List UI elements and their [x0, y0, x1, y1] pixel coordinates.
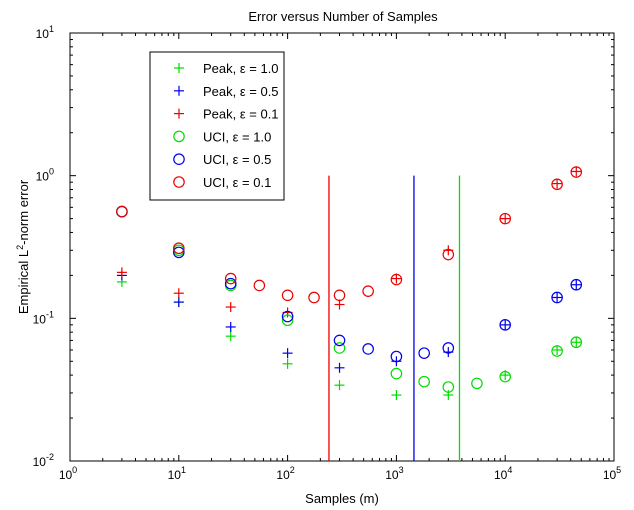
data-point	[362, 343, 374, 355]
data-point	[116, 205, 128, 218]
data-point	[499, 319, 511, 331]
data-point	[281, 310, 294, 323]
data-point	[282, 358, 293, 369]
data-point	[418, 347, 430, 359]
data-point	[442, 381, 455, 393]
data-point	[552, 178, 563, 189]
legend-marker	[173, 130, 185, 143]
data-point	[173, 242, 185, 255]
data-markers	[116, 166, 583, 401]
chart-title: Error versus Number of Samples	[248, 9, 438, 24]
data-point	[333, 289, 346, 302]
legend-marker	[174, 85, 184, 96]
y-tick-label: 101	[36, 24, 54, 41]
data-point	[571, 166, 582, 177]
y-tick-label: 100	[36, 167, 54, 184]
data-point	[391, 273, 402, 284]
data-point	[224, 277, 237, 290]
data-point	[551, 178, 563, 191]
data-point	[418, 375, 430, 388]
threshold-lines	[328, 175, 461, 461]
legend-label: Peak, ε = 0.5	[203, 84, 279, 99]
data-point	[471, 377, 483, 390]
x-tick-label: 101	[168, 465, 186, 482]
x-tick-label: 104	[494, 465, 512, 482]
legend-box	[149, 51, 285, 201]
data-point	[570, 166, 583, 178]
y-tick-label: 10-2	[33, 452, 54, 469]
data-point	[391, 390, 402, 401]
data-point	[333, 342, 346, 354]
axis-ticks: 100 101 102 103 104 105 10-2 10-1 100 101	[33, 24, 622, 482]
data-point	[224, 272, 237, 285]
data-point	[499, 212, 511, 225]
legend-marker	[174, 63, 184, 73]
data-point	[442, 248, 455, 261]
data-point	[570, 336, 583, 349]
data-point	[333, 334, 346, 347]
legend-label: Peak, ε = 0.1	[203, 107, 279, 122]
legend-label: Peak, ε = 1.0	[203, 61, 279, 76]
legend-label: UCI, ε = 0.5	[203, 152, 271, 167]
data-point	[499, 370, 511, 383]
data-point	[500, 213, 511, 224]
x-tick-label: 103	[385, 465, 403, 482]
x-axis-label: Samples (m)	[305, 491, 379, 506]
legend-marker	[173, 176, 185, 188]
x-tick-label: 100	[59, 465, 77, 482]
data-point	[173, 246, 185, 259]
data-point	[390, 273, 403, 286]
series-4	[116, 205, 583, 393]
data-point	[571, 279, 582, 290]
data-point	[308, 291, 320, 304]
data-point	[116, 267, 127, 278]
data-point	[551, 345, 563, 357]
data-point	[281, 289, 294, 302]
data-point	[570, 278, 583, 291]
data-point	[225, 302, 236, 313]
data-point	[173, 288, 184, 299]
data-point	[282, 348, 293, 359]
series-6	[116, 166, 583, 304]
data-point	[334, 362, 345, 373]
data-point	[551, 291, 563, 304]
x-tick-label: 105	[603, 465, 621, 482]
data-point	[552, 292, 563, 303]
data-point	[442, 342, 455, 354]
x-tick-label: 102	[276, 465, 294, 482]
data-point	[500, 319, 511, 330]
data-point	[552, 344, 563, 355]
data-point	[334, 380, 345, 391]
legend-label: UCI, ε = 1.0	[203, 129, 271, 144]
data-point	[225, 321, 236, 332]
legend-label: UCI, ε = 0.1	[203, 175, 271, 190]
y-tick-label: 10-1	[33, 309, 54, 326]
series-3	[116, 166, 582, 318]
data-point	[390, 367, 403, 380]
legend-marker	[174, 108, 184, 119]
y-axis-label: Empirical L2-norm error	[15, 179, 31, 314]
data-point	[390, 350, 403, 363]
data-point	[571, 337, 582, 348]
series-5	[116, 205, 583, 363]
legend: Peak, ε = 1.0 Peak, ε = 0.5 Peak, ε = 0.1 U…	[149, 51, 285, 201]
data-point	[225, 331, 236, 342]
legend-marker	[173, 153, 185, 165]
data-point	[253, 279, 266, 292]
data-point	[173, 297, 184, 308]
data-point	[281, 314, 294, 327]
data-point	[334, 299, 345, 310]
data-point	[362, 285, 374, 297]
